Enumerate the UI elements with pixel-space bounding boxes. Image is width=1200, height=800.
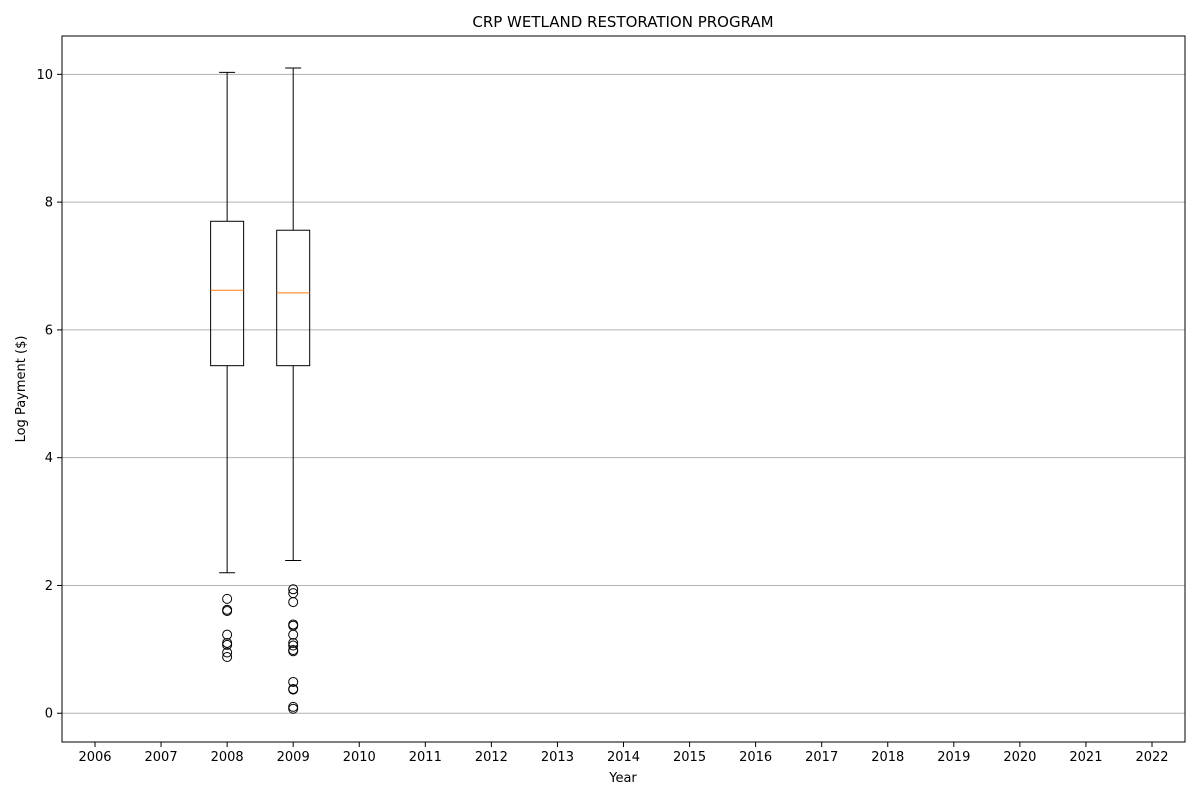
- x-tick-label: 2011: [409, 750, 442, 765]
- y-tick-label: 4: [45, 451, 53, 466]
- x-tick-label: 2016: [739, 750, 772, 765]
- y-tick-label: 8: [45, 196, 53, 211]
- outlier-point: [288, 646, 299, 657]
- plot-frame: [61, 35, 1186, 743]
- x-tick-label: 2019: [937, 750, 970, 765]
- y-tick-label: 0: [45, 707, 53, 722]
- x-tick-label: 2008: [211, 750, 244, 765]
- x-tick-label: 2007: [145, 750, 178, 765]
- chart-title: CRP WETLAND RESTORATION PROGRAM: [472, 13, 773, 31]
- x-tick-label: 2012: [475, 750, 508, 765]
- axes: 0 2 4 6 8 10 2006 2007 2008 2009 2010 2011 2012 2013 2…: [36, 68, 1168, 765]
- outlier-point: [222, 652, 233, 663]
- x-tick-label: 2015: [673, 750, 706, 765]
- y-tick-label: 2: [45, 579, 53, 594]
- x-tick-label: 2020: [1003, 750, 1036, 765]
- x-tick-label: 2009: [277, 750, 310, 765]
- x-tick-label: 2022: [1135, 750, 1168, 765]
- outlier-point: [288, 703, 299, 714]
- x-axis-label: Year: [608, 771, 637, 786]
- outlier-point: [222, 639, 233, 650]
- outlier-point: [222, 647, 233, 658]
- x-tick-label: 2018: [871, 750, 904, 765]
- outlier-point: [288, 597, 299, 608]
- grid-lines: [62, 73, 1185, 714]
- x-tick-label: 2017: [805, 750, 838, 765]
- y-tick-label: 6: [45, 323, 53, 338]
- x-tick-label: 2010: [343, 750, 376, 765]
- x-tick-label: 2021: [1069, 750, 1102, 765]
- x-tick-label: 2014: [607, 750, 640, 765]
- outlier-point: [288, 640, 299, 651]
- iqr-box: [276, 229, 311, 367]
- x-tick-label: 2006: [78, 750, 111, 765]
- y-axis-label: Log Payment ($): [14, 336, 29, 443]
- outlier-point: [222, 606, 233, 617]
- outlier-point: [288, 629, 299, 640]
- box-group: [276, 67, 311, 714]
- box-group: [210, 71, 245, 663]
- outlier-point: [288, 584, 299, 595]
- outlier-point: [222, 629, 233, 640]
- outlier-point: [288, 637, 299, 648]
- y-tick-label: 10: [36, 68, 53, 83]
- x-tick-label: 2013: [541, 750, 574, 765]
- boxes: [210, 67, 311, 714]
- iqr-box: [210, 220, 245, 367]
- outlier-point: [222, 593, 233, 604]
- outlier-point: [288, 676, 299, 687]
- outlier-point: [288, 684, 299, 695]
